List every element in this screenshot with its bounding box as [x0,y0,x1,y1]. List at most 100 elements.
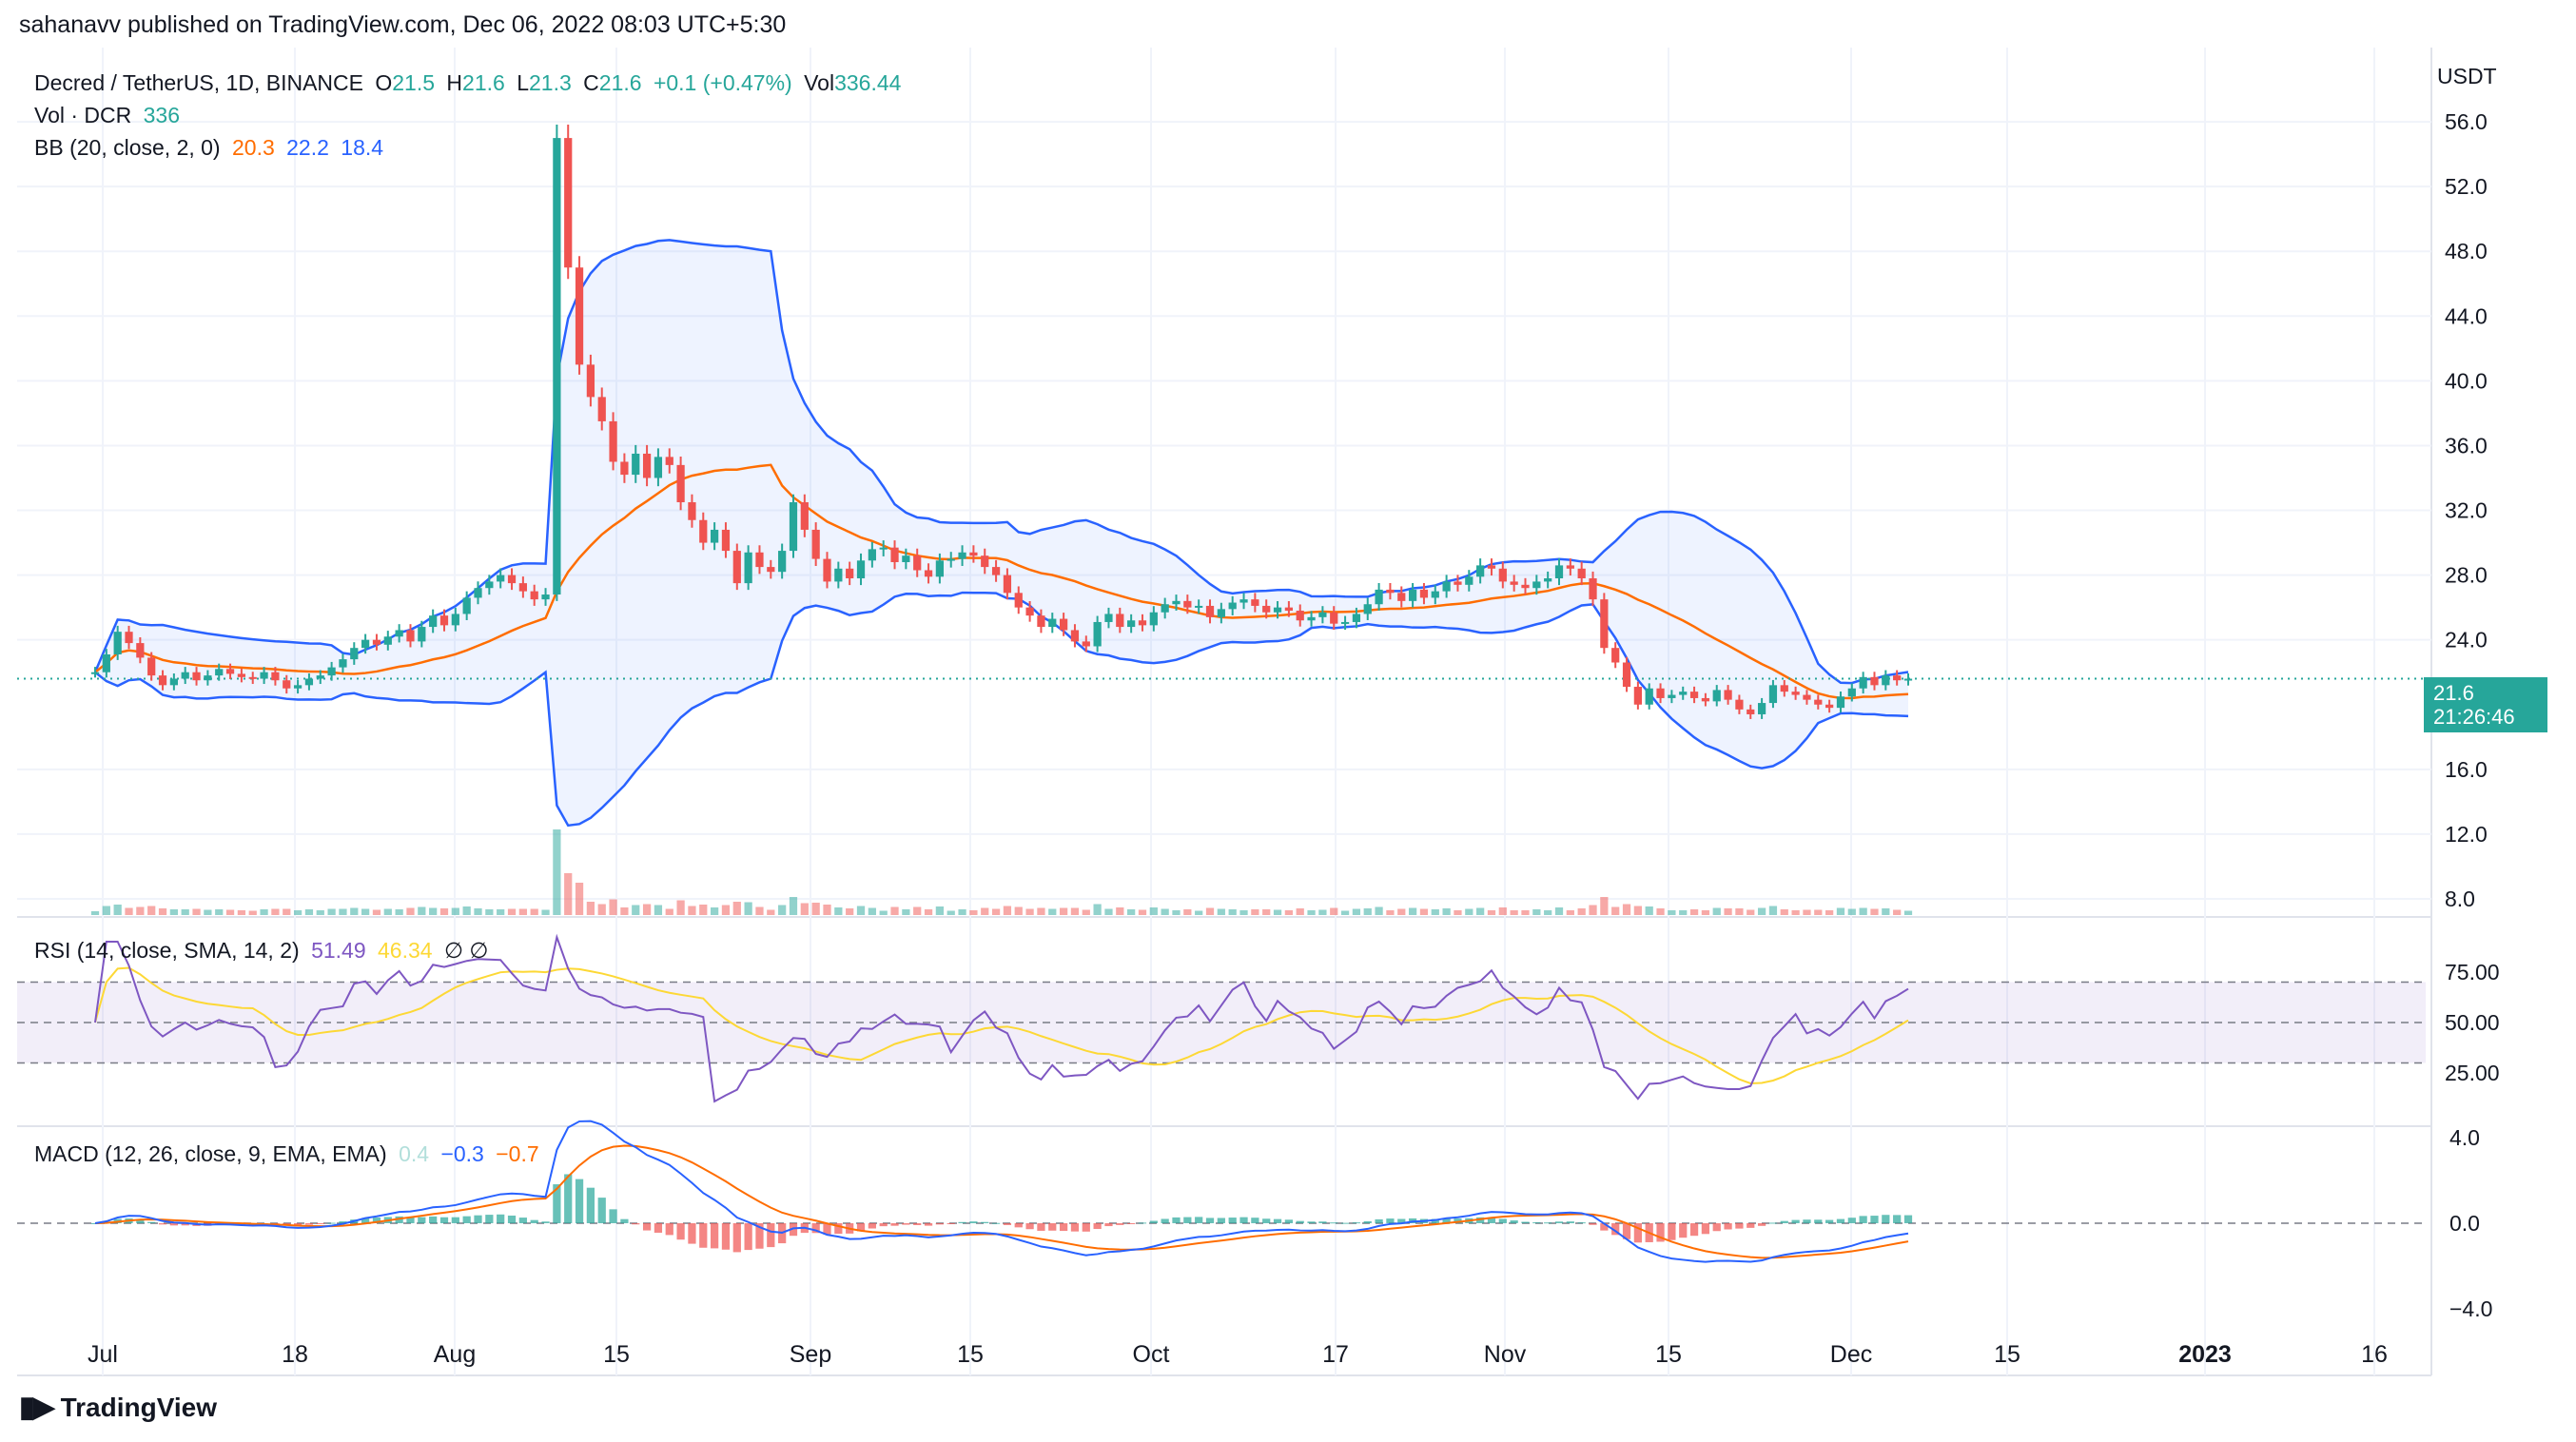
macd-histogram-bar [609,1209,617,1223]
volume-bar [688,906,696,915]
macd-histogram-bar [439,1217,449,1223]
volume-bar [1195,910,1203,915]
volume-bar [1070,907,1080,915]
macd-histogram-bar [136,1219,145,1223]
volume-bar [1780,909,1788,915]
volume-bar [1161,908,1169,915]
volume-bar [868,907,876,915]
macd-histogram-bar [1138,1222,1147,1224]
time-tick-label: Sep [790,1341,831,1368]
macd-histogram-bar [1903,1215,1913,1223]
volume-bar [1656,908,1665,915]
candle-body [1408,589,1417,601]
macd-histogram-bar [632,1223,640,1225]
candle-body [1205,605,1215,617]
volume-bar [1037,907,1045,915]
candle-body [632,453,640,476]
volume-bar [1465,908,1473,915]
price-tick-label: 52.0 [2445,174,2488,199]
volume-bar [1273,909,1282,915]
candle-body [823,558,831,582]
candle-body [1318,612,1327,617]
candle-body [958,552,966,559]
candle-body [1893,675,1902,681]
volume-bar [711,907,719,915]
price-tick-label: 8.0 [2445,887,2475,911]
volume-bar [293,910,302,915]
macd-histogram-bar [327,1222,336,1224]
macd-histogram-bar [676,1223,685,1240]
price-tick-label: 48.0 [2445,239,2488,263]
macd-histogram-bar [474,1215,482,1223]
candle-body [879,547,888,550]
time-tick-label: Oct [1133,1341,1170,1368]
rsi-line [94,933,1909,1103]
volume-bar [642,904,652,915]
macd-histogram-bar [1037,1223,1045,1231]
volume-bar [192,908,201,915]
volume-bar [429,907,438,915]
macd-histogram-bar [654,1223,663,1233]
candle-body [383,636,392,645]
legend-bb-row: BB (20, close, 2, 0) 20.3 22.2 18.4 [34,135,384,160]
candle-body [293,685,302,689]
volume-bar [1498,907,1507,915]
tradingview-logo-icon: ▮▶ [19,1392,55,1423]
volume-bar [339,908,347,915]
candle-body [248,676,257,679]
macd-histogram-bar [902,1223,910,1225]
volume-bar [620,907,629,915]
candle-body [1228,602,1237,610]
candle-body [1780,685,1788,692]
macd-histogram-bar [1262,1218,1271,1223]
volume-bar [1554,907,1564,915]
volume-bar [1679,910,1688,915]
candle-body [1149,612,1158,626]
macd-histogram-bar [1589,1223,1597,1225]
candle-body [1476,565,1485,577]
legend-rsi-row: RSI (14, close, SMA, 14, 2) 51.49 46.34 … [34,938,489,963]
candle-body [755,552,764,568]
candle-body [1307,616,1316,621]
candle-body [688,502,696,520]
volume-bar [1431,909,1439,915]
candle-body [113,632,122,654]
volume-bar [518,908,527,915]
macd-histogram-bar [1611,1223,1620,1236]
legend-macd-signal: −0.7 [496,1141,539,1166]
macd-histogram-bar [1296,1220,1304,1223]
last-price-value: 21.6 [2433,681,2474,705]
rsi-tick-label: 50.00 [2445,1010,2500,1035]
macd-histogram-bar [1577,1222,1586,1224]
volume-bar [981,907,989,915]
candle-body [1622,662,1631,688]
candle-body [1814,699,1823,705]
candle-body [1262,605,1271,613]
candle-body [316,675,324,679]
candle-body [811,529,820,559]
macd-histogram-bar [868,1223,876,1229]
volume-bar [1589,905,1597,915]
time-tick-label: 15 [1994,1341,2020,1368]
macd-histogram-bar [767,1223,775,1248]
macd-histogram-bar [1825,1219,1834,1223]
candle-body [372,639,381,645]
macd-histogram-bar [688,1223,696,1244]
volume-bar [1476,907,1485,915]
volume-bar [609,899,617,915]
macd-histogram-bar [1768,1222,1778,1224]
macd-histogram-bar [1803,1219,1811,1223]
candle-body [1589,578,1597,600]
candle-body [946,558,955,561]
legend-macd-row: MACD (12, 26, close, 9, EMA, EMA) 0.4 −0… [34,1141,539,1166]
macd-histogram-bar [90,1223,100,1224]
macd-histogram-bar [620,1218,629,1223]
footer-brand[interactable]: ▮▶ TradingView [19,1391,217,1424]
macd-tick-label: 4.0 [2449,1125,2480,1150]
candle-body [1442,581,1451,592]
volume-bar [1735,908,1744,915]
candle-body [147,657,156,676]
macd-histogram-bar [1442,1218,1451,1223]
volume-bar [575,883,584,915]
